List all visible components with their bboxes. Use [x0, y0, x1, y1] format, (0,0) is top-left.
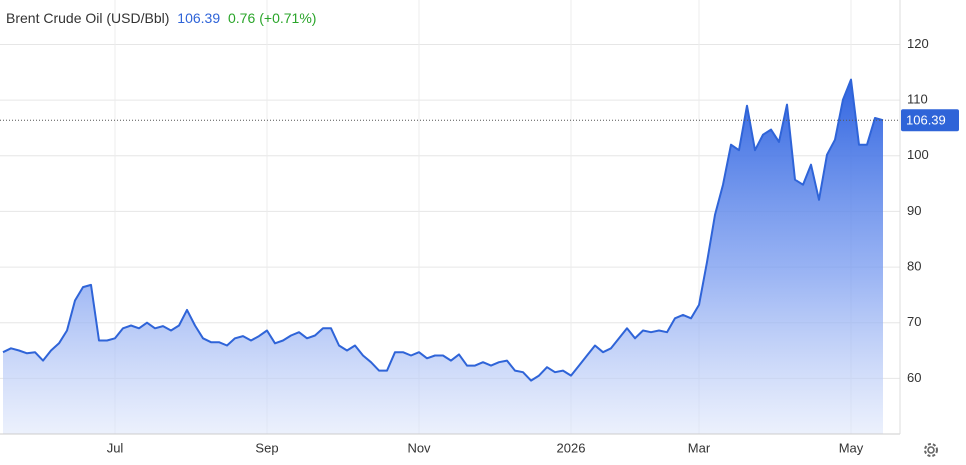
- y-tick-label: 100: [907, 147, 929, 162]
- y-tick-label: 70: [907, 314, 921, 329]
- y-tick-label: 90: [907, 203, 921, 218]
- last-price-badge: [901, 109, 959, 132]
- y-tick-label: 60: [907, 370, 921, 385]
- header: Brent Crude Oil (USD/Bbl) 106.39 0.76 (+0…: [6, 10, 320, 26]
- y-tick-label: 80: [907, 259, 921, 274]
- area-fill: [3, 79, 883, 434]
- settings-icon[interactable]: [924, 443, 938, 457]
- x-tick-label: Nov: [407, 440, 431, 455]
- last-price: 106.39: [177, 10, 221, 26]
- y-tick-label: 110: [907, 92, 928, 107]
- change: 0.76: [228, 10, 256, 26]
- x-tick-label: Mar: [688, 440, 711, 455]
- x-tick-label: 2026: [557, 440, 586, 455]
- x-tick-label: Jul: [107, 440, 124, 455]
- last-price-label: 106.39: [906, 113, 946, 128]
- change-pct: (+0.71%): [259, 10, 317, 26]
- x-tick-label: Sep: [255, 440, 278, 455]
- title: Brent Crude Oil (USD/Bbl): [6, 10, 170, 26]
- x-tick-label: May: [839, 440, 864, 455]
- price-line: [2, 78, 884, 382]
- y-tick-label: 120: [907, 36, 929, 51]
